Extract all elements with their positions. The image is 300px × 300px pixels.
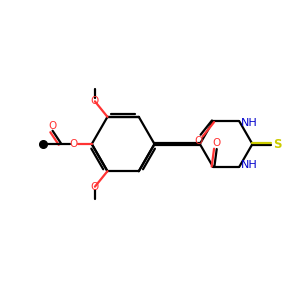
Text: S: S: [273, 137, 281, 151]
Text: O: O: [90, 182, 98, 192]
Text: NH: NH: [241, 118, 257, 128]
Text: NH: NH: [241, 160, 257, 170]
Text: O: O: [213, 138, 221, 148]
Text: O: O: [48, 121, 56, 131]
Text: O: O: [90, 96, 98, 106]
Text: O: O: [194, 136, 202, 146]
Text: O: O: [70, 139, 78, 149]
